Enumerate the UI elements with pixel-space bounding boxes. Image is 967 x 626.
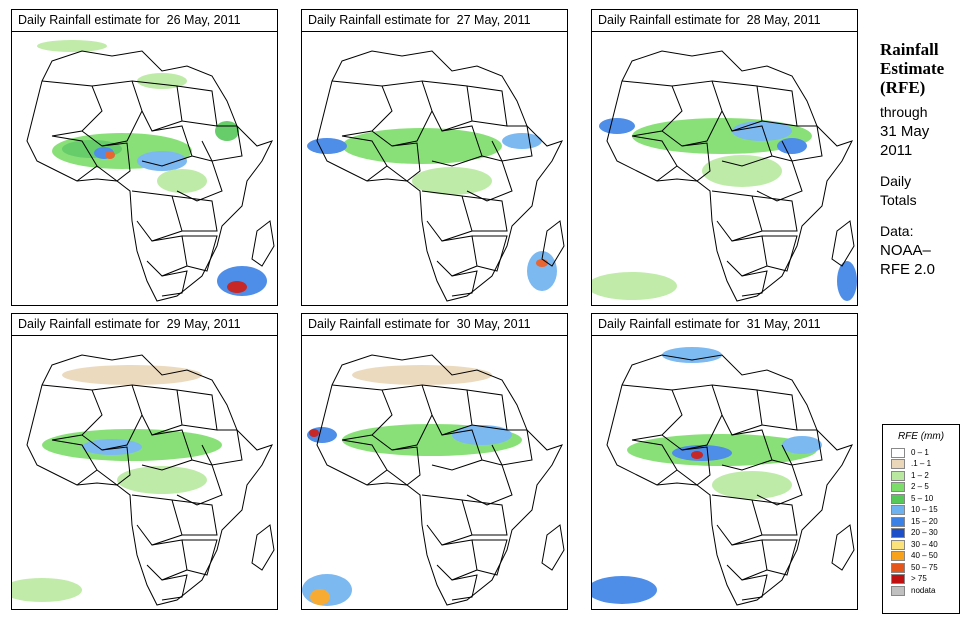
panel-title: Daily Rainfall estimate for 30 May, 2011 xyxy=(302,314,567,336)
data-source-1: NOAA– xyxy=(880,242,931,259)
legend-label: 50 – 75 xyxy=(911,562,938,572)
map-panel-28-may: Daily Rainfall estimate for 28 May, 2011 xyxy=(591,9,858,306)
through-date-2: 2011 xyxy=(880,142,913,159)
legend-label: 1 – 2 xyxy=(911,470,929,480)
legend-item: 2 – 5 xyxy=(883,482,959,494)
legend-swatch xyxy=(891,493,905,504)
panel-title: Daily Rainfall estimate for 31 May, 2011 xyxy=(592,314,857,336)
legend-item: 30 – 40 xyxy=(883,539,959,551)
legend-item: 15 – 20 xyxy=(883,516,959,528)
legend-swatch xyxy=(891,551,905,562)
map-panel-30-may: Daily Rainfall estimate for 30 May, 2011 xyxy=(301,313,568,610)
legend-item: 1 – 2 xyxy=(883,470,959,482)
totals-label: Totals xyxy=(880,192,917,208)
map-panel-29-may: Daily Rainfall estimate for 29 May, 2011 xyxy=(11,313,278,610)
rainfall-map xyxy=(26,40,275,302)
legend-item: > 75 xyxy=(883,574,959,586)
legend-swatch xyxy=(891,585,905,596)
legend-swatch xyxy=(891,505,905,516)
legend-swatch xyxy=(891,470,905,481)
legend-item: 20 – 30 xyxy=(883,528,959,540)
legend-swatch xyxy=(891,562,905,573)
daily-label: Daily xyxy=(880,173,912,189)
legend-label: 0 – 1 xyxy=(911,447,929,457)
legend-item: 5 – 10 xyxy=(883,493,959,505)
rainfall-map xyxy=(592,347,855,606)
heading-line-2: Estimate xyxy=(880,59,945,78)
panel-title: Daily Rainfall estimate for 28 May, 2011 xyxy=(592,10,857,32)
data-label: Data: xyxy=(880,223,914,239)
map-panel-31-may: Daily Rainfall estimate for 31 May, 2011 xyxy=(591,313,858,610)
legend-swatch xyxy=(891,447,905,458)
legend-item: 40 – 50 xyxy=(883,551,959,563)
data-source-2: RFE 2.0 xyxy=(880,261,936,278)
through-date-1: 31 May xyxy=(880,123,930,140)
rainfall-map xyxy=(592,50,857,302)
rainfall-map xyxy=(12,354,275,606)
legend-item: 10 – 15 xyxy=(883,505,959,517)
legend-label: 15 – 20 xyxy=(911,516,938,526)
legend-label: 2 – 5 xyxy=(911,482,929,492)
legend-label: nodata xyxy=(911,585,936,595)
panel-title: Daily Rainfall estimate for 26 May, 2011 xyxy=(12,10,277,32)
through-label: through xyxy=(880,104,928,120)
legend-item: .1 – 1 xyxy=(883,459,959,471)
legend-label: 20 – 30 xyxy=(911,528,938,538)
panel-title: Daily Rainfall estimate for 27 May, 2011 xyxy=(302,10,567,32)
legend-item: 50 – 75 xyxy=(883,562,959,574)
rainfall-map xyxy=(307,50,565,302)
panel-title: Daily Rainfall estimate for 29 May, 2011 xyxy=(12,314,277,336)
legend-swatch xyxy=(891,516,905,527)
legend-label: > 75 xyxy=(911,574,927,584)
map-panel-27-may: Daily Rainfall estimate for 27 May, 2011 xyxy=(301,9,568,306)
legend-label: 40 – 50 xyxy=(911,551,938,561)
rainfall-map xyxy=(302,354,565,606)
legend-label: 5 – 10 xyxy=(911,493,934,503)
legend-item: 0 – 1 xyxy=(883,447,959,459)
heading-line-3: (RFE) xyxy=(880,78,926,97)
legend-label: .1 – 1 xyxy=(911,459,932,469)
legend-item: nodata xyxy=(883,585,959,597)
legend-swatch xyxy=(891,574,905,585)
legend-label: 10 – 15 xyxy=(911,505,938,515)
map-description: Rainfall Estimate (RFE) through 31 May 2… xyxy=(880,40,965,279)
legend-label: 30 – 40 xyxy=(911,539,938,549)
legend-swatch xyxy=(891,528,905,539)
heading-line-1: Rainfall xyxy=(880,40,939,59)
legend-title: RFE (mm) xyxy=(897,431,945,442)
legend-swatch xyxy=(891,482,905,493)
legend-swatch xyxy=(891,539,905,550)
legend-swatch xyxy=(891,459,905,470)
map-panel-26-may: Daily Rainfall estimate for 26 May, 2011 xyxy=(11,9,278,306)
